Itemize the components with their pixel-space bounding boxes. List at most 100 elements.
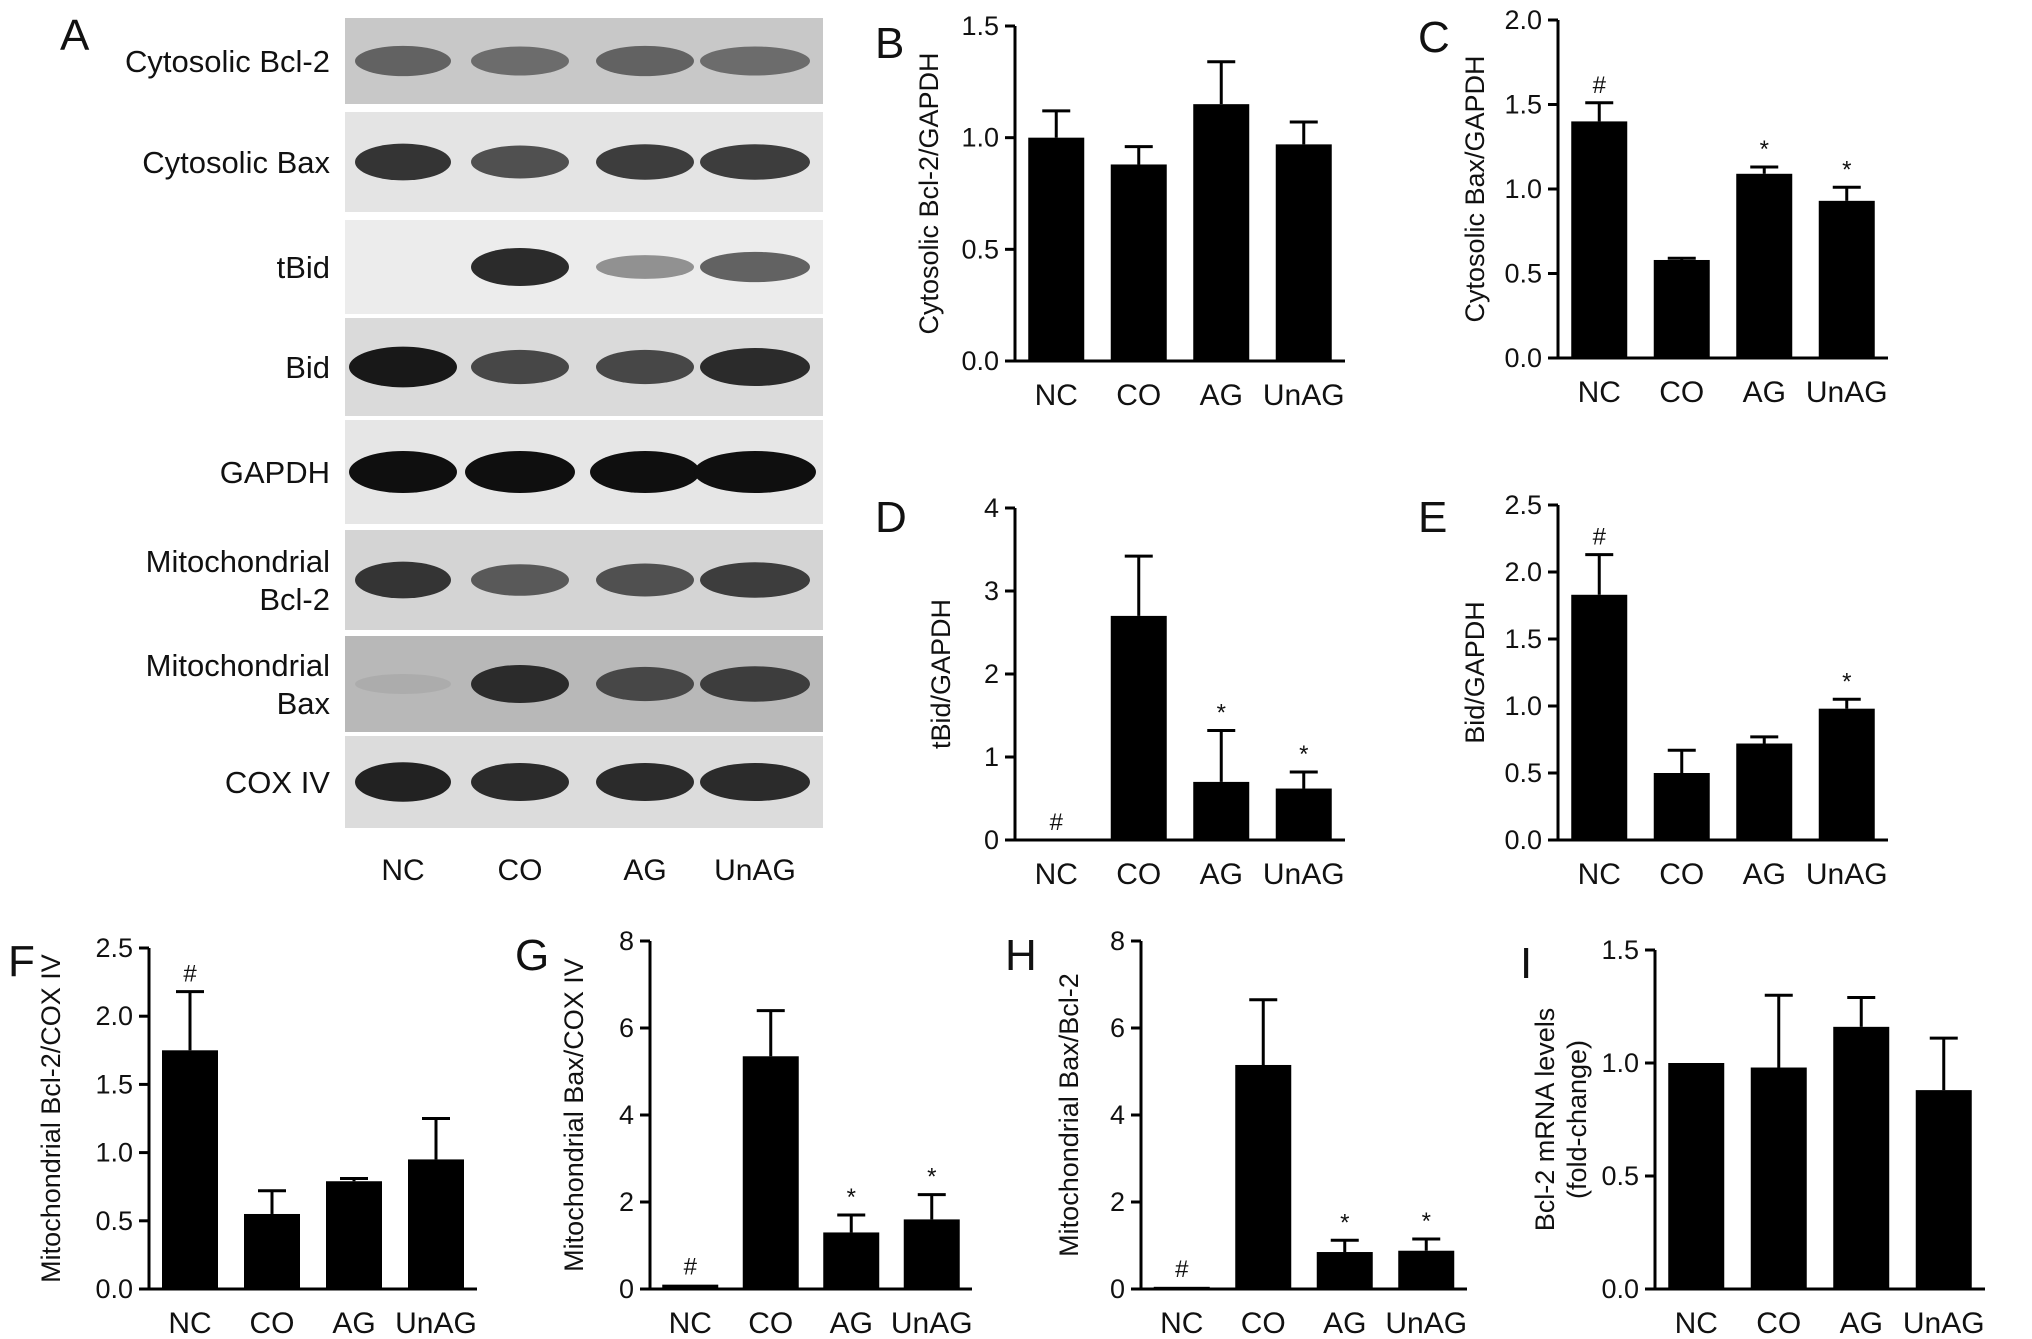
bar [1275,788,1332,840]
y-axis-label: Mitochondrial Bcl-2/COX IV [36,954,66,1283]
blot-band [471,664,569,704]
blot-band [355,45,451,77]
bar [1915,1090,1972,1289]
bar [1316,1252,1373,1289]
y-tick-label: 0.5 [1601,1161,1639,1191]
blot-band [596,45,694,77]
bar [1818,708,1875,840]
blot-band [694,451,816,493]
panel-label-a: A [60,11,90,60]
chart-panel-d: D 0 1 2 3 4 tBid/GAPDH # NC CO * AG * UnAG [875,493,1345,891]
blot-row-label: Cytosolic Bcl-2 [125,44,330,79]
x-category-label: AG [1323,1307,1366,1339]
chart-panel-b: B 0.0 0.5 1.0 1.5 Cytosolic Bcl-2/GAPDH NC CO AG… [875,11,1345,412]
significance-mark: # [1050,809,1064,836]
y-tick-label: 2.0 [1504,5,1542,35]
significance-mark: # [1593,72,1607,99]
blot-band [471,247,569,287]
y-tick-label: 3 [984,576,999,606]
significance-mark: * [1842,668,1851,695]
x-category-label: CO [1756,1307,1801,1339]
significance-mark: * [1842,156,1851,183]
bar [823,1232,880,1289]
blot-row-label: tBid [277,250,330,285]
x-category-label: AG [1200,379,1243,412]
x-category-label: AG [1743,858,1786,891]
y-tick-label: 4 [1110,1100,1125,1130]
blot-row-label: Bcl-2 [259,582,330,617]
y-tick-label: 2.5 [1504,490,1542,520]
blot-row-label: Bid [285,350,330,385]
bar [1571,594,1628,840]
bar [1275,144,1332,361]
bar [1153,1286,1210,1289]
x-category-label: AG [1200,858,1243,891]
x-category-label: AG [332,1307,375,1339]
significance-mark: * [1340,1209,1349,1236]
x-category-label: NC [1035,379,1078,412]
blot-band [596,144,694,180]
y-tick-label: 8 [1110,926,1125,956]
x-category-label: CO [1659,376,1704,409]
bar [1571,121,1628,359]
y-axis-label: Bcl-2 mRNA levels [1530,1008,1560,1232]
y-tick-label: 4 [619,1100,634,1130]
panel-label: B [875,19,904,68]
significance-mark: * [927,1164,936,1191]
blot-band [700,666,810,702]
x-category-label: UnAG [1903,1307,1985,1339]
bar [1110,164,1167,361]
bar [1193,104,1250,362]
significance-mark: # [1593,524,1607,551]
y-tick-label: 0.0 [95,1274,133,1304]
x-category-label: CO [1116,379,1161,412]
x-category-label: UnAG [1806,858,1888,891]
y-tick-label: 0.0 [1601,1274,1639,1304]
x-category-label: UnAG [395,1307,477,1339]
panel-label: I [1520,939,1532,988]
bar [1028,137,1085,361]
blot-band [355,143,451,181]
y-axis-label: (fold-change) [1562,1040,1592,1199]
blot-band [355,561,451,599]
blot-band [471,46,569,76]
bar [1398,1250,1455,1289]
blot-lane-label: AG [623,854,666,887]
x-category-label: NC [1578,376,1621,409]
x-category-label: NC [1035,858,1078,891]
y-tick-label: 0.0 [1504,343,1542,373]
panel-label: C [1418,13,1450,62]
significance-mark: # [684,1254,698,1281]
y-tick-label: 1 [984,742,999,772]
blot-band [465,451,575,493]
bar [1193,781,1250,840]
y-tick-label: 2 [984,659,999,689]
y-tick-label: 0 [984,825,999,855]
blot-band [700,144,810,180]
y-tick-label: 0.0 [961,346,999,376]
x-category-label: NC [1578,858,1621,891]
panel-label: E [1418,493,1447,542]
bar [244,1213,300,1289]
x-category-label: UnAG [891,1307,973,1339]
bar [742,1056,799,1289]
significance-mark: * [1422,1208,1431,1235]
chart-panel-c: C 0.0 0.5 1.0 1.5 2.0 Cytosolic Bax/GAPDH # NC CO… [1418,5,1888,409]
y-axis-label: Cytosolic Bax/GAPDH [1460,55,1490,322]
y-tick-label: 1.5 [1504,90,1542,120]
blot-row-label: Bax [277,686,331,721]
y-tick-label: 2.0 [1504,557,1542,587]
blot-band [700,762,810,802]
panel-label: H [1005,931,1037,980]
y-axis-label: Bid/GAPDH [1460,601,1490,744]
y-tick-label: 8 [619,926,634,956]
bar [903,1219,960,1289]
blot-row-label: Mitochondrial [146,544,330,579]
blot-lane-label: CO [498,854,543,887]
x-category-label: AG [830,1307,873,1339]
bar [1833,1026,1890,1289]
bar [662,1284,719,1289]
blot-row-label: Mitochondrial [146,648,330,683]
